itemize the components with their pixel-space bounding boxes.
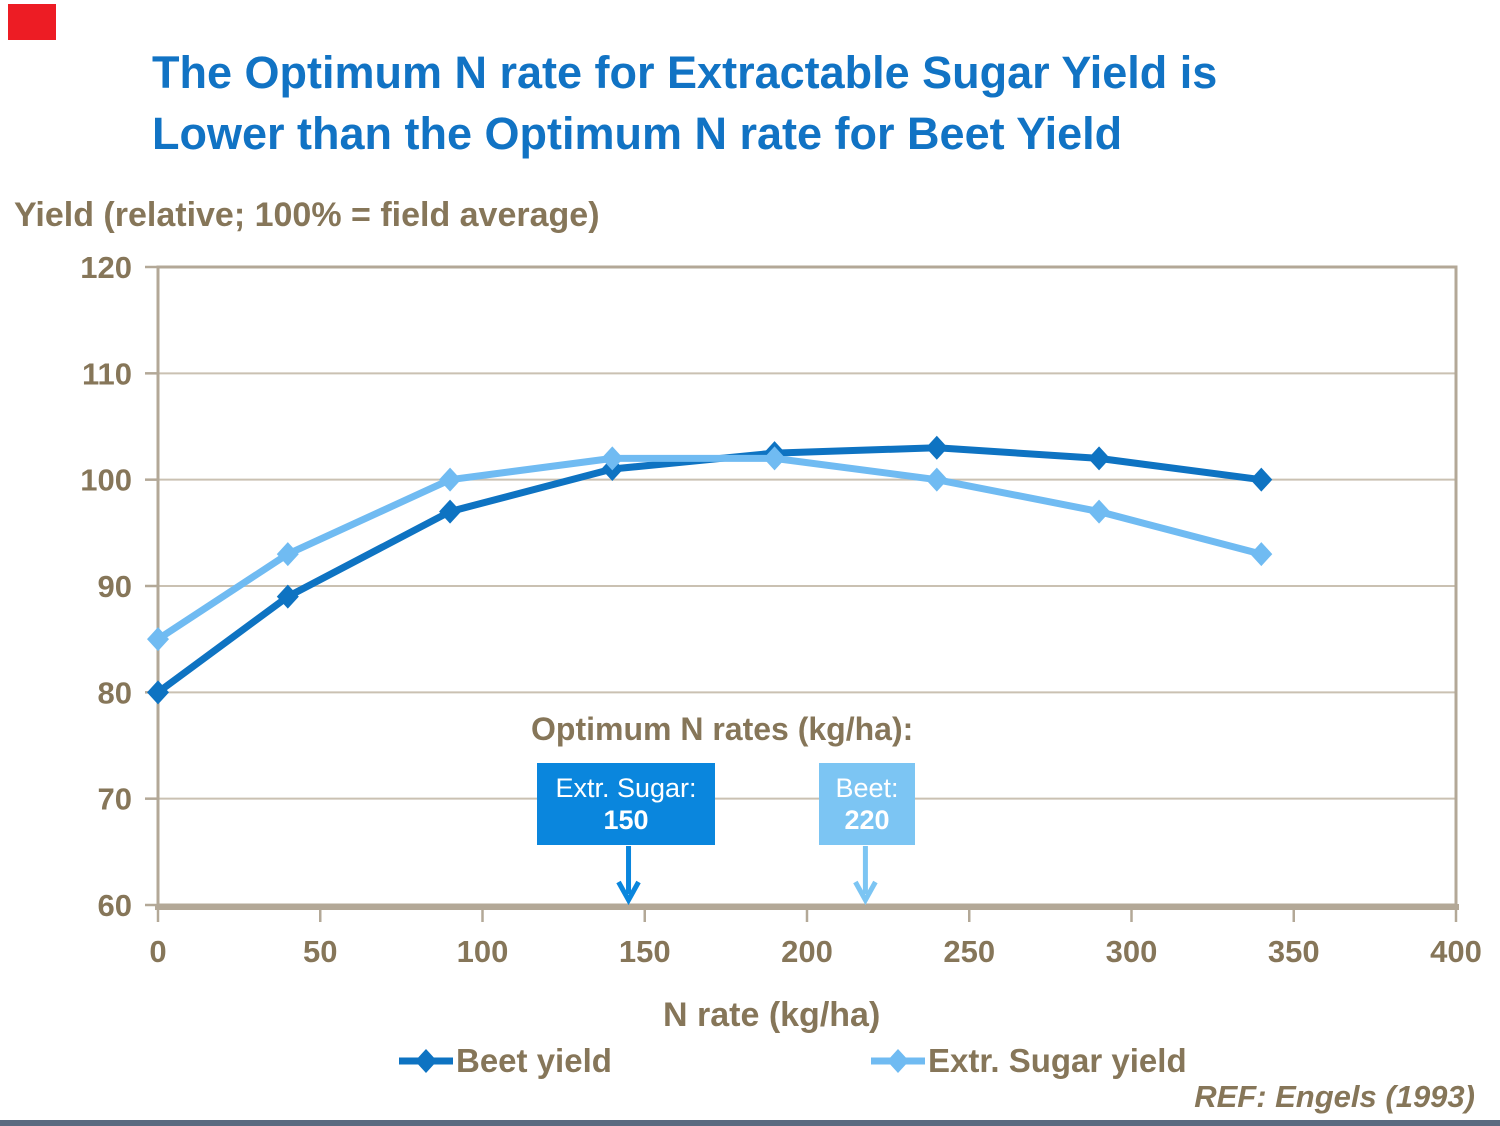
- x-axis-ticks: 0 50 100 150 200 250 300 350 400: [149, 909, 1482, 969]
- svg-text:50: 50: [303, 934, 337, 969]
- optimum-beet-value: 220: [844, 805, 890, 835]
- series-1: [147, 446, 1273, 652]
- optimum-extr-sugar-box: Extr. Sugar: 150: [537, 763, 715, 845]
- red-accent-box: [8, 4, 56, 40]
- optimum-beet-label: Beet:: [835, 773, 899, 803]
- svg-text:400: 400: [1430, 934, 1482, 969]
- optimum-arrow-1: [853, 846, 878, 906]
- svg-text:200: 200: [781, 934, 833, 969]
- optimum-extr-sugar-value: 150: [603, 805, 649, 835]
- svg-text:60: 60: [98, 888, 132, 923]
- reference-note: REF: Engels (1993): [1194, 1079, 1475, 1114]
- slide-title: The Optimum N rate for Extractable Sugar…: [152, 42, 1432, 164]
- svg-text:100: 100: [80, 463, 132, 498]
- svg-text:250: 250: [943, 934, 995, 969]
- optimum-extr-sugar-label: Extr. Sugar:: [555, 773, 697, 803]
- slide-title-line1: The Optimum N rate for Extractable Sugar…: [152, 47, 1218, 98]
- optimum-rates-header: Optimum N rates (kg/ha):: [531, 711, 914, 747]
- svg-text:300: 300: [1106, 934, 1158, 969]
- y-axis-title: Yield (relative; 100% = field average): [14, 196, 600, 234]
- slide-title-line2: Lower than the Optimum N rate for Beet Y…: [152, 108, 1123, 159]
- legend-label-beet-yield: Beet yield: [456, 1042, 612, 1079]
- plot-border: [155, 265, 1459, 910]
- extr-sugar-yield-marker-icon: [871, 1049, 925, 1073]
- footer-divider-bar: [0, 1120, 1500, 1126]
- svg-text:350: 350: [1268, 934, 1320, 969]
- svg-text:110: 110: [82, 356, 132, 391]
- svg-text:100: 100: [457, 934, 509, 969]
- svg-text:0: 0: [149, 934, 166, 969]
- optimum-arrow-0: [616, 846, 641, 906]
- svg-text:80: 80: [98, 675, 132, 710]
- legend-item-extr-sugar-yield: Extr. Sugar yield: [871, 1042, 1187, 1080]
- svg-text:150: 150: [619, 934, 671, 969]
- y-axis-ticks: 60 70 80 90 100 110 120: [80, 250, 158, 923]
- legend-item-beet-yield: Beet yield: [399, 1042, 612, 1080]
- svg-text:120: 120: [80, 250, 132, 285]
- x-axis-title: N rate (kg/ha): [663, 996, 881, 1034]
- svg-text:90: 90: [98, 569, 132, 604]
- series-0: [147, 435, 1273, 705]
- beet-yield-marker-icon: [399, 1049, 453, 1073]
- svg-text:70: 70: [98, 782, 132, 817]
- optimum-beet-box: Beet: 220: [819, 763, 915, 845]
- legend-label-extr-sugar-yield: Extr. Sugar yield: [928, 1042, 1187, 1079]
